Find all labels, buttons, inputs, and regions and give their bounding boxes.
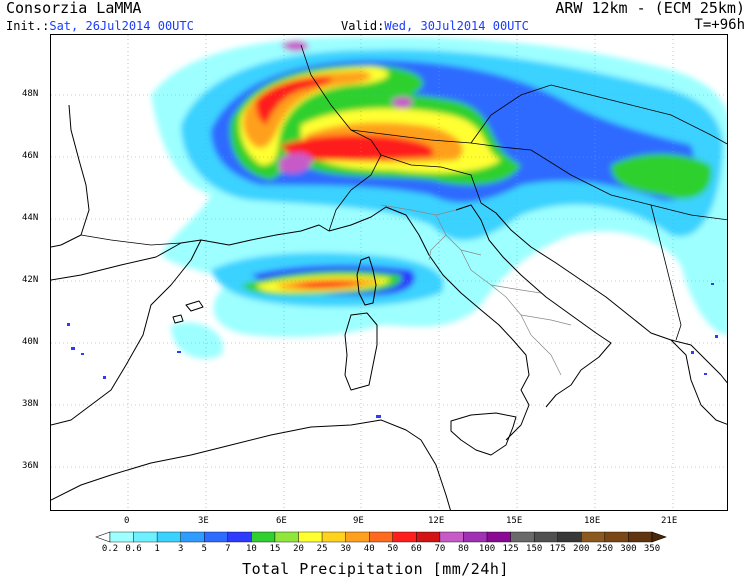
colorbar-label: 0.6 bbox=[125, 544, 142, 554]
lat-label: 44N bbox=[22, 213, 39, 223]
valid-time: Valid:Wed, 30Jul2014 00UTC bbox=[341, 20, 529, 32]
colorbar-swatch bbox=[392, 531, 417, 543]
colorbar-label: 125 bbox=[502, 544, 519, 554]
national-borders bbox=[80, 44, 727, 341]
colorbar-label: 50 bbox=[387, 544, 399, 554]
colorbar-label: 200 bbox=[573, 544, 590, 554]
lon-label: 18E bbox=[584, 516, 601, 526]
colorbar-label: 150 bbox=[526, 544, 543, 554]
forecast-step: T=+96h bbox=[694, 17, 745, 33]
colorbar-max-arrow bbox=[651, 531, 667, 543]
init-label: Init.: bbox=[6, 19, 50, 33]
colorbar-swatch bbox=[274, 531, 299, 543]
colorbar-label: 175 bbox=[549, 544, 566, 554]
colorbar-label: 20 bbox=[293, 544, 304, 554]
colorbar-swatch bbox=[557, 531, 582, 543]
colorbar-title: Total Precipitation [mm/24h] bbox=[242, 560, 509, 578]
colorbar-swatch bbox=[109, 531, 134, 543]
lon-label: 21E bbox=[661, 516, 678, 526]
lon-label: 12E bbox=[428, 516, 445, 526]
colorbar-label: 5 bbox=[201, 544, 207, 554]
colorbar-swatch bbox=[180, 531, 205, 543]
colorbar-swatch bbox=[298, 531, 323, 543]
map-canvas bbox=[51, 35, 727, 510]
precipitation-field bbox=[151, 36, 727, 359]
precipitation-map bbox=[50, 34, 728, 511]
lat-label: 38N bbox=[22, 399, 39, 409]
colorbar-label: 10 bbox=[245, 544, 257, 554]
colorbar-swatch bbox=[345, 531, 370, 543]
colorbar-label: 0.2 bbox=[101, 544, 119, 554]
colorbar-swatch bbox=[204, 531, 229, 543]
lon-label: 0 bbox=[124, 516, 130, 526]
colorbar-label: 40 bbox=[363, 544, 375, 554]
colorbar-swatch bbox=[533, 531, 558, 543]
colorbar-swatch bbox=[227, 531, 252, 543]
lon-label: 3E bbox=[198, 516, 209, 526]
colorbar-label: 250 bbox=[596, 544, 613, 554]
colorbar-label: 15 bbox=[269, 544, 281, 554]
colorbar-swatch bbox=[486, 531, 511, 543]
colorbar-swatch bbox=[251, 531, 276, 543]
lat-label: 36N bbox=[22, 461, 39, 471]
lat-label: 40N bbox=[22, 337, 39, 347]
colorbar-label: 7 bbox=[225, 544, 231, 554]
valid-label: Valid: bbox=[341, 19, 385, 33]
lat-label: 42N bbox=[22, 275, 39, 285]
colorbar-swatch bbox=[321, 531, 346, 543]
colorbar-label: 1 bbox=[154, 544, 160, 554]
colorbar-swatch bbox=[628, 531, 653, 543]
colorbar-label: 80 bbox=[458, 544, 469, 554]
lon-label: 6E bbox=[276, 516, 287, 526]
lat-label: 46N bbox=[22, 151, 39, 161]
lon-label: 15E bbox=[506, 516, 523, 526]
valid-value: Wed, 30Jul2014 00UTC bbox=[384, 19, 529, 33]
regional-borders bbox=[380, 204, 572, 376]
agency-title: Consorzia LaMMA bbox=[6, 0, 142, 17]
colorbar-min-arrow bbox=[95, 531, 111, 543]
coastlines bbox=[51, 104, 727, 510]
colorbar-swatch bbox=[369, 531, 393, 543]
init-value: Sat, 26Jul2014 00UTC bbox=[49, 19, 194, 33]
colorbar-label: 30 bbox=[340, 544, 352, 554]
graticule bbox=[51, 35, 727, 510]
colorbar bbox=[95, 531, 667, 543]
colorbar-swatch bbox=[439, 531, 464, 543]
colorbar-label: 100 bbox=[478, 544, 496, 554]
lon-label: 9E bbox=[353, 516, 364, 526]
colorbar-swatch bbox=[510, 531, 535, 543]
colorbar-label: 300 bbox=[620, 544, 637, 554]
colorbar-swatch bbox=[604, 531, 629, 543]
lat-label: 48N bbox=[22, 89, 39, 99]
colorbar-label: 60 bbox=[410, 544, 422, 554]
colorbar-swatch bbox=[581, 531, 606, 543]
colorbar-label: 350 bbox=[643, 544, 661, 554]
colorbar-label: 70 bbox=[434, 544, 446, 554]
precipitation-specks bbox=[67, 283, 718, 418]
colorbar-label: 25 bbox=[316, 544, 328, 554]
colorbar-swatch bbox=[156, 531, 181, 543]
colorbar-swatch bbox=[133, 531, 158, 543]
colorbar-swatch bbox=[416, 531, 441, 543]
init-time: Init.:Sat, 26Jul2014 00UTC bbox=[6, 20, 194, 32]
model-title: ARW 12km - (ECM 25km) bbox=[555, 0, 745, 17]
colorbar-label: 3 bbox=[177, 544, 184, 554]
colorbar-swatch bbox=[463, 531, 488, 543]
